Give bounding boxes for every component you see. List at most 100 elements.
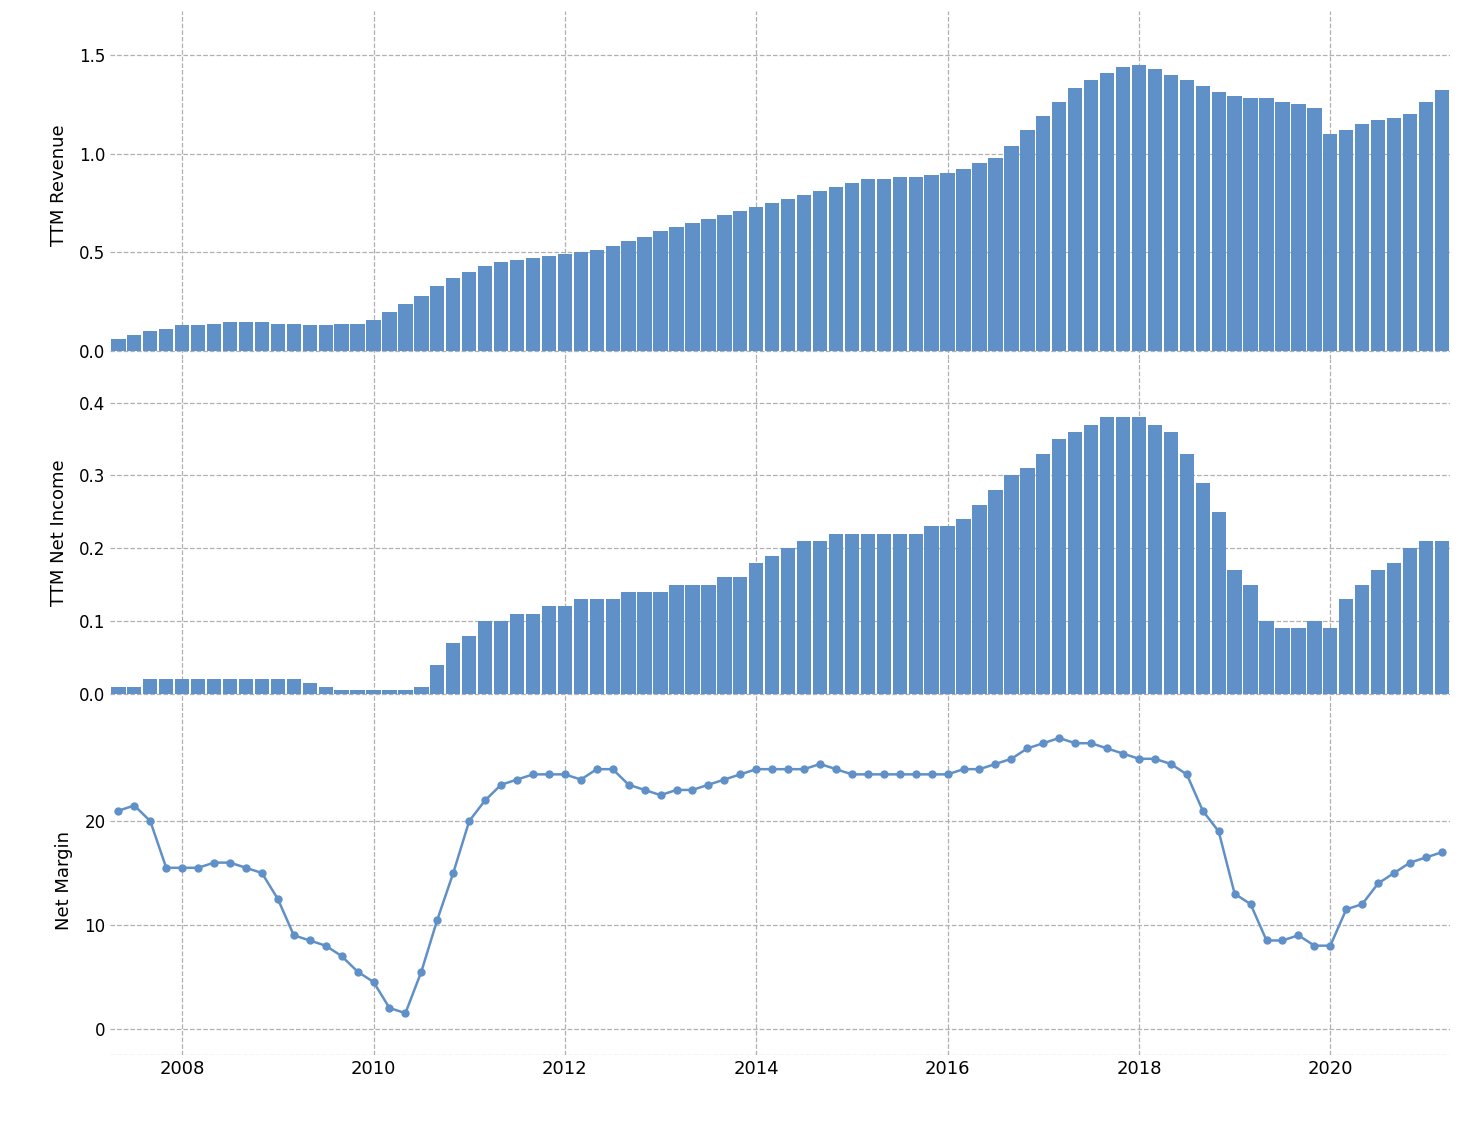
Bar (222, 679, 237, 694)
Bar (717, 214, 732, 351)
Bar (590, 599, 604, 694)
Bar (637, 592, 652, 694)
Bar (1069, 88, 1082, 351)
Bar (637, 237, 652, 351)
Bar (765, 555, 779, 694)
Bar (1036, 453, 1051, 694)
Bar (1052, 439, 1066, 694)
Bar (924, 175, 939, 351)
Bar (318, 687, 333, 694)
Bar (686, 222, 699, 351)
Bar (765, 203, 779, 351)
Bar (1148, 424, 1161, 694)
Bar (813, 191, 827, 351)
Bar (287, 679, 300, 694)
Bar (654, 592, 668, 694)
Bar (1356, 584, 1369, 694)
Bar (1132, 64, 1147, 351)
Bar (1307, 622, 1322, 694)
Bar (1370, 570, 1385, 694)
Bar (686, 584, 699, 694)
Bar (1100, 417, 1114, 694)
Bar (238, 321, 253, 351)
Bar (813, 541, 827, 694)
Bar (159, 329, 174, 351)
Bar (112, 340, 125, 351)
Bar (908, 534, 923, 694)
Bar (1340, 130, 1353, 351)
Bar (717, 578, 732, 694)
Bar (303, 682, 316, 694)
Bar (143, 679, 158, 694)
Bar (1211, 512, 1226, 694)
Bar (526, 614, 540, 694)
Bar (733, 211, 748, 351)
Bar (796, 195, 811, 351)
Bar (558, 254, 573, 351)
Bar (621, 240, 636, 351)
Bar (143, 332, 158, 351)
Bar (542, 607, 556, 694)
Bar (159, 679, 174, 694)
Bar (127, 335, 141, 351)
Bar (208, 324, 221, 351)
Bar (845, 534, 860, 694)
Bar (462, 272, 477, 351)
Bar (526, 258, 540, 351)
Bar (654, 230, 668, 351)
Bar (892, 534, 907, 694)
Bar (175, 326, 190, 351)
Bar (1370, 120, 1385, 351)
Bar (1020, 130, 1035, 351)
Bar (1419, 103, 1434, 351)
Bar (1164, 432, 1178, 694)
Bar (861, 534, 874, 694)
Bar (255, 679, 269, 694)
Bar (1083, 80, 1098, 351)
Bar (1387, 563, 1401, 694)
Bar (462, 635, 477, 694)
Bar (1228, 570, 1242, 694)
Bar (350, 690, 365, 694)
Bar (222, 321, 237, 351)
Bar (605, 599, 620, 694)
Bar (255, 321, 269, 351)
Bar (1244, 584, 1257, 694)
Bar (399, 690, 412, 694)
Bar (1275, 628, 1289, 694)
Bar (1132, 417, 1147, 694)
Bar (1275, 103, 1289, 351)
Bar (845, 183, 860, 351)
Bar (1069, 432, 1082, 694)
Bar (670, 227, 683, 351)
Bar (877, 534, 891, 694)
Bar (334, 690, 349, 694)
Bar (782, 199, 795, 351)
Bar (796, 541, 811, 694)
Bar (701, 219, 715, 351)
Bar (1307, 108, 1322, 351)
Bar (1100, 72, 1114, 351)
Bar (1020, 468, 1035, 694)
Bar (973, 164, 986, 351)
Bar (271, 679, 286, 694)
Bar (1387, 118, 1401, 351)
Bar (334, 324, 349, 351)
Bar (1323, 628, 1338, 694)
Bar (383, 690, 396, 694)
Bar (733, 578, 748, 694)
Bar (877, 179, 891, 351)
Bar (271, 324, 286, 351)
Bar (238, 679, 253, 694)
Bar (1340, 599, 1353, 694)
Bar (414, 687, 428, 694)
Bar (303, 326, 316, 351)
Bar (988, 490, 1002, 694)
Bar (892, 177, 907, 351)
Bar (973, 504, 986, 694)
Bar (1004, 476, 1019, 694)
Bar (1435, 541, 1448, 694)
Bar (1419, 541, 1434, 694)
Bar (1083, 424, 1098, 694)
Bar (941, 174, 955, 351)
